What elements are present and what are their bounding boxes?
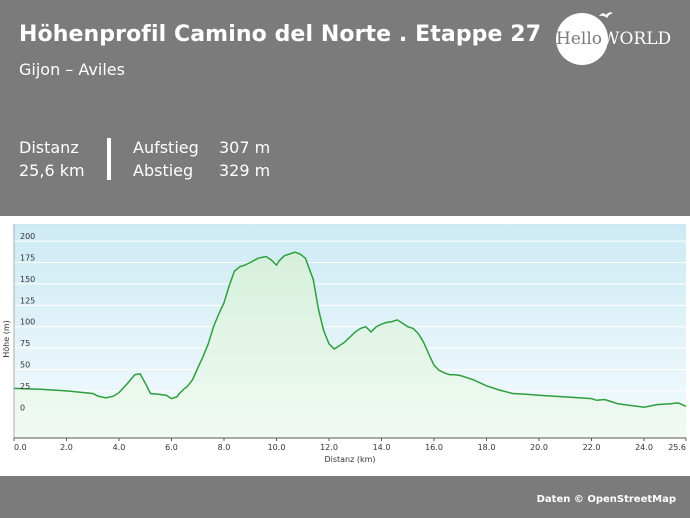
bird-icon	[599, 12, 613, 18]
x-tick-label: 14.0	[373, 443, 391, 452]
y-tick-label: 125	[20, 296, 35, 305]
y-tick-label: 100	[20, 318, 35, 327]
route-subtitle: Gijon – Aviles	[19, 60, 125, 79]
x-tick-label: 16.0	[425, 443, 443, 452]
y-tick-label: 150	[20, 275, 35, 284]
x-tick-label: 10.0	[268, 443, 286, 452]
y-axis-label: Höhe (m)	[2, 320, 11, 357]
x-axis-label: Distanz (km)	[324, 455, 375, 464]
y-tick-label: 200	[20, 232, 35, 241]
descent-label: Abstieg	[133, 161, 194, 180]
helloworld-logo: HelloWORLD	[552, 10, 678, 66]
y-tick-label: 0	[20, 403, 25, 412]
stats-divider	[107, 138, 111, 180]
y-tick-label: 25	[20, 382, 30, 391]
tick-labels: 0 25 50 75 100 125 150 175 200 0.0 2.0 4.0 6.0 8.0 10.…	[14, 232, 686, 452]
x-tick-label: 4.0	[113, 443, 126, 452]
y-tick-label: 175	[20, 254, 35, 263]
ascent-descent-labels: Aufstieg Abstieg	[133, 136, 199, 182]
x-tick-label: 22.0	[583, 443, 601, 452]
attribution: Daten © OpenStreetMap	[536, 494, 676, 505]
logo-circle	[556, 13, 608, 65]
elevation-line	[13, 251, 687, 408]
elevation-chart-svg: 0 25 50 75 100 125 150 175 200 0.0 2.0 4.0 6.0 8.0 10.…	[2, 224, 687, 464]
x-tick-label: 2.0	[60, 443, 73, 452]
ascent-label: Aufstieg	[133, 138, 199, 157]
x-tick-label: 0.0	[14, 443, 27, 452]
x-tick-label: 25.6	[668, 443, 686, 452]
x-tick-label: 6.0	[165, 443, 178, 452]
ascent-descent-values: 307 m 329 m	[219, 136, 270, 182]
ascent-value: 307 m	[219, 138, 271, 157]
distance-value: 25,6 km	[19, 161, 85, 180]
elevation-chart: 0 25 50 75 100 125 150 175 200 0.0 2.0 4.0 6.0 8.0 10.…	[0, 216, 690, 476]
x-tick-label: 12.0	[320, 443, 338, 452]
x-tick-label: 8.0	[218, 443, 231, 452]
distance-label: Distanz	[19, 138, 79, 157]
logo-text: HelloWORLD	[556, 29, 672, 49]
y-tick-label: 50	[20, 361, 30, 370]
axes	[13, 224, 687, 441]
descent-value: 329 m	[219, 161, 271, 180]
x-tick-label: 18.0	[478, 443, 496, 452]
distance-stat: Distanz 25,6 km	[19, 136, 85, 182]
chart-title: Höhenprofil Camino del Norte . Etappe 27	[19, 22, 542, 47]
y-tick-label: 75	[20, 339, 30, 348]
x-tick-label: 20.0	[530, 443, 548, 452]
x-tick-label: 24.0	[635, 443, 653, 452]
